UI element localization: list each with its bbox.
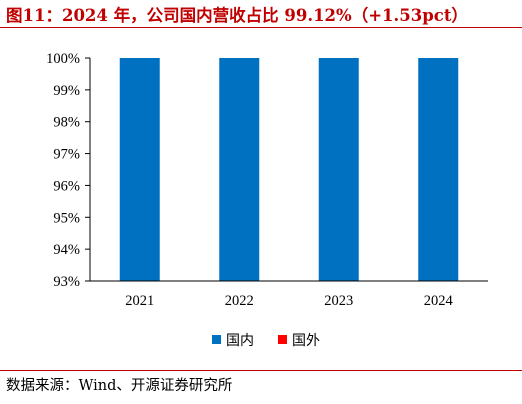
y-tick-label: 100%	[46, 51, 80, 67]
bar-domestic-2024	[418, 58, 459, 281]
x-tick-label: 2024	[424, 293, 454, 309]
y-tick-label: 94%	[53, 242, 80, 258]
bar-domestic-2021	[119, 58, 160, 281]
x-axis-ticks: 2021 2022 2023 2024	[125, 293, 453, 309]
legend-label: 国外	[292, 333, 320, 349]
x-tick-label: 2022	[225, 293, 254, 309]
source-divider	[0, 370, 522, 371]
y-tick-label: 97%	[53, 147, 80, 163]
source-note: 数据来源：Wind、开源证券研究所	[6, 378, 233, 394]
bar-domestic-2023	[318, 58, 359, 281]
y-axis-ticks: 93% 94% 95% 96% 97% 98% 99% 100%	[46, 51, 90, 290]
y-tick-label: 95%	[53, 210, 80, 226]
stacked-bar-chart: 93%94%95%96%97%98%99%100% 2021 2022 2023 20…	[46, 51, 488, 349]
y-tick-label: 99%	[53, 83, 80, 99]
legend-label: 国内	[226, 333, 254, 349]
y-tick-label: 96%	[53, 178, 80, 194]
y-tick-label: 93%	[53, 274, 80, 290]
legend-swatch	[278, 335, 287, 344]
x-tick-label: 2021	[125, 293, 154, 309]
y-tick-label: 98%	[53, 115, 80, 131]
legend: 国内 国外	[212, 333, 320, 349]
x-tick-label: 2023	[324, 293, 353, 309]
bars-group	[119, 58, 459, 281]
chart-title: 图11：2024 年，公司国内营收占比 99.12%（+1.53pct）	[6, 6, 468, 25]
bar-domestic-2022	[219, 58, 260, 281]
legend-swatch	[212, 335, 221, 344]
title-divider	[0, 27, 522, 28]
